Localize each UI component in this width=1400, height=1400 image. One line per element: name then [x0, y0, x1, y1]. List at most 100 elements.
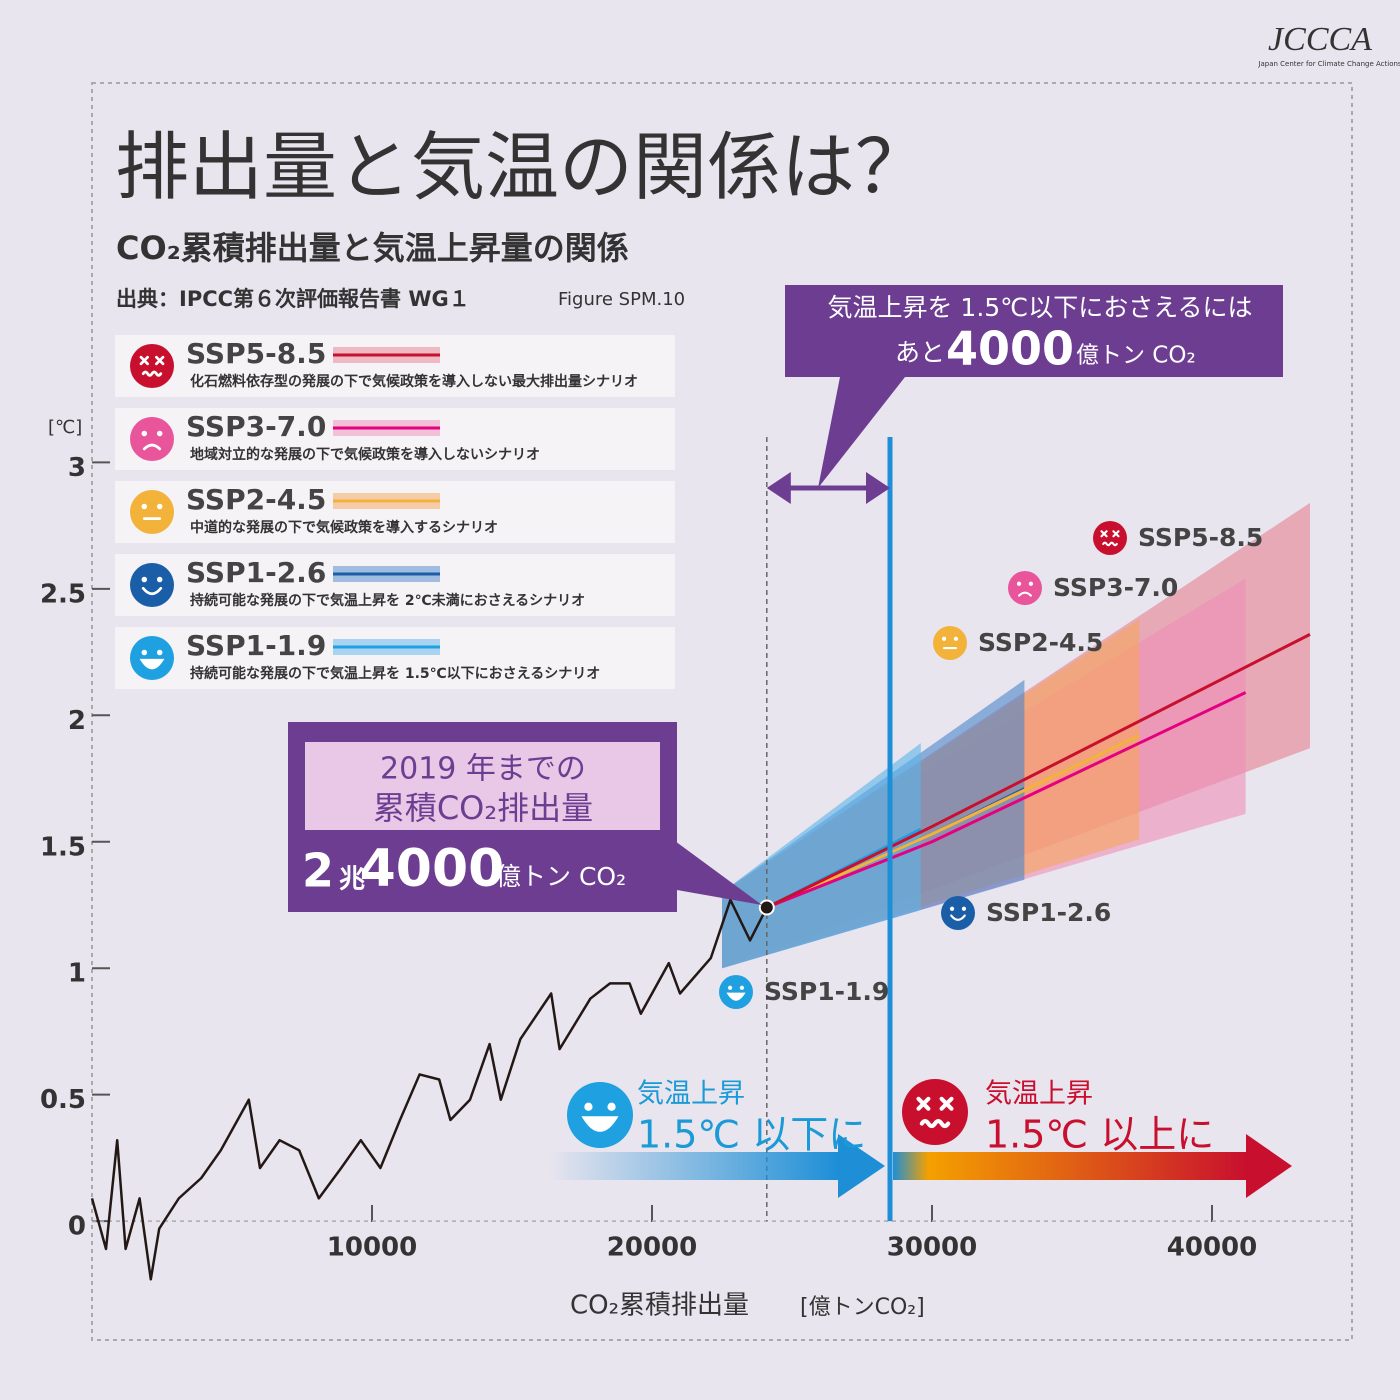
legend-description: 中道的な発展の下で気候政策を導入するシナリオ — [190, 519, 498, 536]
face-eye — [1016, 581, 1022, 586]
logo: JCCCA — [1268, 21, 1372, 58]
face-eye — [1100, 530, 1108, 538]
face-icon — [130, 490, 174, 534]
face-eye — [141, 576, 148, 583]
legend-box — [115, 481, 675, 543]
source: 出典：IPCC第６次評価報告書 WG１ — [116, 287, 470, 311]
callout-text: 億トン CO₂ — [496, 862, 626, 891]
callout-text: 兆 — [339, 865, 365, 895]
callout-number: 4000 — [946, 322, 1074, 376]
x-tick-label: 30000 — [887, 1233, 977, 1263]
x-unit: [億トンCO₂] — [800, 1295, 925, 1320]
face-icon — [567, 1082, 633, 1148]
callout-number: 4000 — [360, 839, 505, 899]
legend-description: 持続可能な発展の下で気温上昇を 1.5℃以下におさえるシナリオ — [190, 665, 600, 682]
y-tick-label: 3 — [68, 453, 86, 483]
zone-arrow — [893, 1152, 1246, 1180]
face-eye — [156, 430, 163, 437]
callout-text: 億トン CO₂ — [1076, 343, 1196, 369]
face-mouth — [1017, 591, 1033, 597]
source-figure: Figure SPM.10 — [558, 289, 685, 310]
legend-name: SSP5-8.5 — [186, 337, 326, 370]
callout-box — [785, 285, 1283, 377]
legend-name: SSP1-2.6 — [186, 556, 326, 589]
face-eye — [941, 636, 947, 641]
face-mouth — [919, 1119, 951, 1129]
history-line — [90, 898, 768, 1281]
face-icon — [941, 896, 975, 930]
face-eye — [141, 430, 148, 437]
now-dot — [758, 899, 775, 916]
scenario-line — [766, 691, 1247, 909]
face-eye — [916, 1096, 931, 1111]
face-mouth — [142, 443, 162, 451]
scenario-label: SSP5-8.5 — [1138, 523, 1263, 552]
scenario-label: SSP3-7.0 — [1053, 573, 1178, 602]
callout-text: あと — [895, 338, 945, 367]
legend-box — [115, 335, 675, 397]
legend-description: 地域対立的な発展の下で気候政策を導入しないシナリオ — [190, 446, 540, 463]
face-eye — [939, 1096, 954, 1111]
face-eye — [584, 1102, 593, 1111]
face-mouth — [581, 1116, 619, 1132]
scenario-line — [766, 633, 1311, 909]
face-icon — [130, 417, 174, 461]
subtitle: CO₂累積排出量と気温上昇量の関係 — [116, 229, 629, 267]
budget-callout: 気温上昇を 1.5℃以下におさえるには あと 4000 億トン CO₂ — [785, 285, 1283, 488]
face-eye — [739, 985, 745, 990]
callout-pointer — [818, 377, 905, 488]
legend: SSP5-8.5 化石燃料依存型の発展の下で気候政策を導入しない最大排出量シナリオ… — [115, 335, 675, 689]
face-icon — [1093, 521, 1127, 555]
face-eye — [156, 649, 163, 656]
x-tick-label: 10000 — [327, 1233, 417, 1263]
face-icon — [902, 1079, 968, 1145]
plot-border — [91, 82, 1353, 1341]
x-tick-label: 40000 — [1167, 1233, 1257, 1263]
history-callout: 2019 年までの 累積CO₂排出量 2 兆 4000 億トン CO₂ — [288, 722, 762, 912]
face-eye — [949, 906, 955, 911]
face-icon — [933, 626, 967, 660]
face-mouth — [139, 658, 165, 670]
zone-text: 1.5℃ 以上に — [985, 1113, 1214, 1157]
face-eye — [727, 985, 733, 990]
face-icon — [130, 344, 174, 388]
face-eye — [1112, 530, 1120, 538]
face-icon — [130, 636, 174, 680]
face-mouth — [950, 914, 966, 921]
callout-inner — [305, 742, 660, 830]
y-tick-label: 0 — [68, 1212, 86, 1242]
face-eye — [1028, 581, 1034, 586]
scenario-label: SSP1-2.6 — [986, 898, 1111, 927]
face-eye — [155, 355, 165, 366]
legend-description: 化石燃料依存型の発展の下で気候政策を導入しない最大排出量シナリオ — [190, 373, 638, 390]
legend-name: SSP1-1.9 — [186, 629, 326, 662]
legend-name: SSP3-7.0 — [186, 410, 326, 443]
zone-arrow — [548, 1152, 838, 1180]
face-eye — [961, 906, 967, 911]
x-label: CO₂累積排出量 — [570, 1291, 749, 1321]
title: 排出量と気温の関係は？ — [115, 125, 929, 211]
face-eye — [607, 1102, 616, 1111]
zone-arrowhead — [838, 1134, 885, 1198]
face-eye — [156, 503, 163, 510]
face-icon — [130, 563, 174, 607]
face-mouth — [726, 992, 746, 1001]
legend-description: 持続可能な発展の下で気温上昇を 2℃未満におさえるシナリオ — [190, 592, 585, 609]
face-mouth — [1102, 541, 1118, 547]
face-icon — [1008, 571, 1042, 605]
face-eye — [953, 636, 959, 641]
face-mouth — [141, 370, 163, 377]
face-mouth — [141, 586, 163, 596]
y-tick-label: 2 — [68, 706, 86, 736]
callout-text: 気温上昇を 1.5℃以下におさえるには — [827, 293, 1252, 322]
scenario-label: SSP1-1.9 — [764, 977, 889, 1006]
zone-title: 気温上昇 — [637, 1079, 745, 1110]
callout-number: 2 — [302, 844, 334, 898]
callout-text: 累積CO₂排出量 — [373, 789, 593, 827]
legend-box — [115, 554, 675, 616]
face-eye — [139, 355, 149, 366]
face-eye — [141, 649, 148, 656]
zone-arrowhead — [1246, 1134, 1292, 1198]
face-eye — [156, 576, 163, 583]
